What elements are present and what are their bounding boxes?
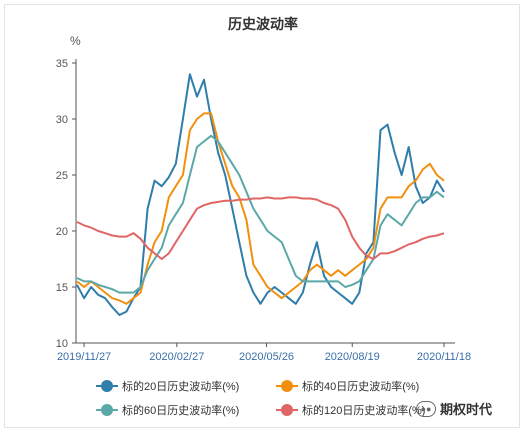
watermark-text: 期权时代 [440,402,493,417]
series-line-2 [76,112,445,305]
y-axis-unit: % [70,34,81,48]
x-tick-label: 2020/02/27 [149,351,204,363]
y-tick-label: 25 [56,170,68,182]
legend-label: 标的60日历史波动率(%) [122,405,240,417]
x-tick-label: 2019/11/27 [57,351,111,363]
legend-swatch [96,380,118,392]
x-tick-label: 2020/08/19 [325,351,380,363]
x-tick-label: 2020/05/26 [239,351,294,363]
series-line-4 [76,196,445,260]
y-tick-label: 35 [56,58,68,70]
y-tick-label: 10 [56,338,68,350]
chart-title: 历史波动率 [228,16,298,32]
legend-item-1[interactable]: 标的20日历史波动率(%) [96,378,239,394]
legend-swatch [276,380,298,392]
watermark: ●● 期权时代 [416,399,492,418]
series-line-3 [76,134,445,294]
legend-swatch [96,404,118,416]
y-tick-label: 15 [56,282,68,294]
legend-item-2[interactable]: 标的40日历史波动率(%) [276,378,419,394]
series-line-1 [76,73,445,316]
legend-label: 标的120日历史波动率(%) [302,405,426,417]
y-tick-label: 30 [56,114,68,126]
y-tick-label: 20 [56,226,68,238]
legend-item-4[interactable]: 标的120日历史波动率(%) [276,402,425,418]
x-tick-label: 2020/11/18 [417,351,471,363]
legend-label: 标的40日历史波动率(%) [302,381,420,393]
legend-item-3[interactable]: 标的60日历史波动率(%) [96,402,239,418]
legend-swatch [276,404,298,416]
series-layer [76,73,445,316]
axes: 10 15 20 25 30 35 2019/11/27 2020/02/27 2020/05/… [56,58,471,363]
legend-label: 标的20日历史波动率(%) [122,381,240,393]
wechat-icon: ●● [416,400,436,417]
chart-frame [4,4,520,428]
